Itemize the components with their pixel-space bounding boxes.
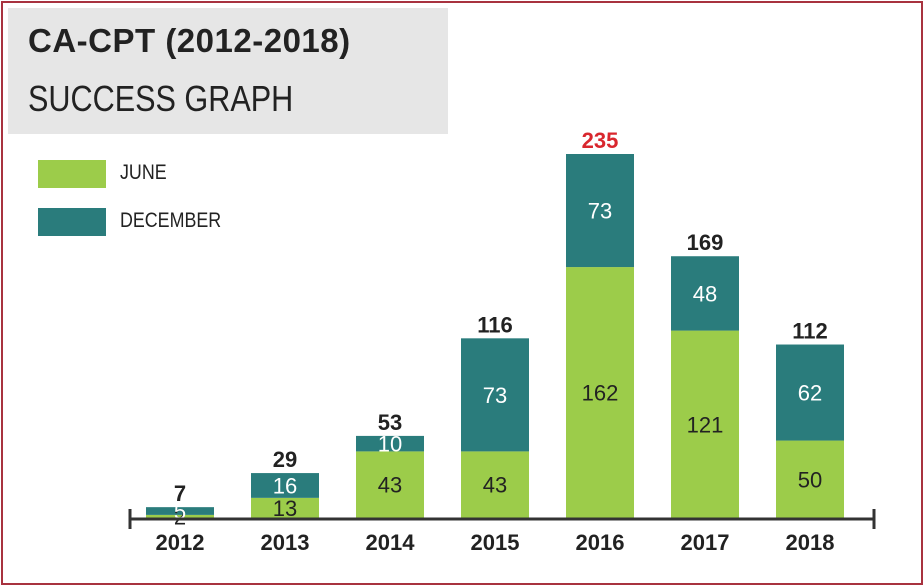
x-tick-label-2018: 2018	[786, 530, 835, 555]
bar-december-2017	[671, 256, 739, 331]
value-label-june-2014: 43	[378, 473, 402, 498]
total-label-2013: 29	[273, 447, 297, 472]
legend-swatch-june	[38, 160, 106, 188]
bar-june-2014	[356, 451, 424, 518]
value-label-june-2017: 121	[687, 412, 724, 437]
x-tick-label-2015: 2015	[471, 530, 520, 555]
x-tick-label-2017: 2017	[681, 530, 730, 555]
bar-june-2012	[146, 514, 214, 518]
bar-december-2014	[356, 435, 424, 452]
value-label-june-2016: 162	[582, 381, 619, 406]
bar-december-2018	[776, 344, 844, 441]
value-label-june-2018: 50	[798, 467, 822, 492]
legend-label-june: JUNE	[120, 161, 167, 184]
value-label-december-2018: 62	[798, 381, 822, 406]
x-tick-label-2013: 2013	[261, 530, 310, 555]
bar-december-2012	[146, 507, 214, 515]
bar-june-2013	[251, 497, 319, 518]
legend-label-december: DECEMBER	[120, 209, 222, 232]
value-label-december-2014: 10	[378, 432, 402, 457]
chart-subtitle: SUCCESS GRAPH	[28, 78, 294, 119]
value-label-june-2015: 43	[483, 473, 507, 498]
value-label-december-2017: 48	[693, 281, 717, 306]
total-label-2012: 7	[174, 481, 186, 506]
total-label-2015: 116	[477, 312, 513, 337]
value-label-june-2013: 13	[273, 496, 297, 521]
bar-june-2015	[461, 451, 529, 518]
total-label-2018: 112	[792, 319, 828, 344]
bar-december-2013	[251, 473, 319, 498]
x-tick-label-2014: 2014	[366, 530, 416, 555]
bar-december-2016	[566, 154, 634, 268]
title-box: CA-CPT (2012-2018) SUCCESS GRAPH	[8, 8, 448, 134]
total-label-2014: 53	[378, 410, 402, 435]
total-label-2017: 169	[687, 230, 724, 255]
value-label-december-2016: 73	[588, 199, 612, 224]
value-label-december-2015: 73	[483, 383, 507, 408]
value-label-june-2012: 2	[174, 504, 186, 529]
total-label-2016: 235	[582, 128, 619, 153]
value-label-december-2013: 16	[273, 473, 297, 498]
chart-title: CA-CPT (2012-2018)	[28, 22, 351, 59]
bar-december-2015	[461, 338, 529, 452]
bar-june-2018	[776, 440, 844, 518]
legend-swatch-december	[38, 208, 106, 236]
x-tick-label-2016: 2016	[576, 530, 625, 555]
x-tick-label-2012: 2012	[156, 530, 205, 555]
bar-june-2016	[566, 267, 634, 518]
bar-june-2017	[671, 330, 739, 518]
